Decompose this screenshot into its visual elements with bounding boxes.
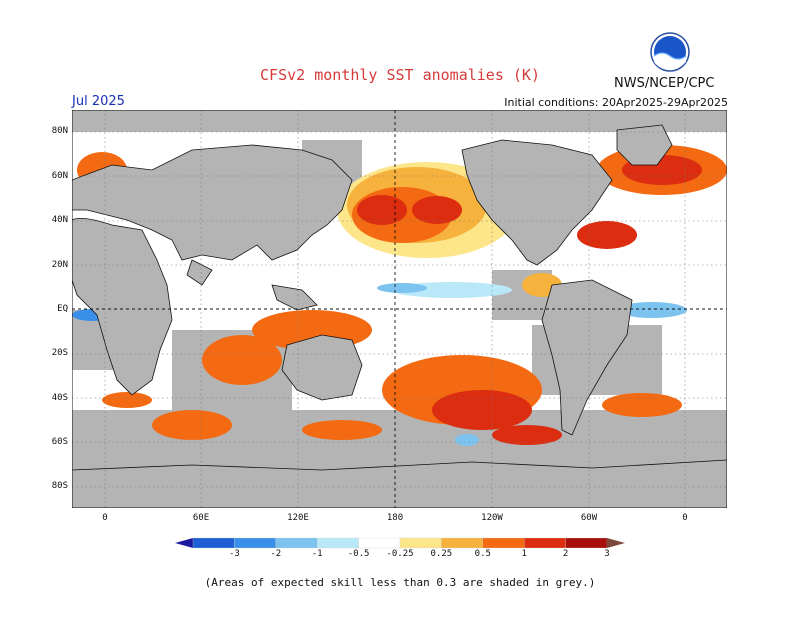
cool-anomalies bbox=[72, 282, 687, 446]
lon-label-60w: 60W bbox=[580, 513, 598, 523]
lat-label-20n: 20N bbox=[51, 260, 68, 270]
initial-conditions-label: Initial conditions: 20Apr2025-29Apr2025 bbox=[504, 96, 728, 109]
colorbar-label: -3 bbox=[228, 549, 240, 559]
lon-label-180: 180 bbox=[386, 513, 404, 523]
colorbar-label: -2 bbox=[270, 549, 282, 559]
colorbar-label: -0.5 bbox=[347, 549, 370, 559]
colorbar-label: -0.25 bbox=[386, 549, 414, 559]
skill-footnote: (Areas of expected skill less than 0.3 a… bbox=[204, 576, 596, 589]
colorbar-label: 0.25 bbox=[430, 549, 453, 559]
sst-anomaly-map bbox=[72, 110, 727, 508]
noaa-logo bbox=[650, 32, 690, 72]
lat-label-60n: 60N bbox=[51, 171, 68, 181]
colorbar-swatch bbox=[275, 537, 318, 549]
equator-dateline bbox=[72, 110, 727, 508]
colorbar-swatch bbox=[358, 537, 401, 549]
lat-label-60s: 60S bbox=[51, 437, 68, 447]
lon-label-0: 0 bbox=[102, 513, 108, 523]
colorbar-label: 3 bbox=[604, 549, 610, 559]
colorbar-swatch bbox=[482, 537, 525, 549]
lon-label-0-east: 0 bbox=[682, 513, 688, 523]
map-title: CFSv2 monthly SST anomalies (K) bbox=[260, 66, 540, 84]
colorbar-label: 1 bbox=[521, 549, 527, 559]
colorbar-swatch bbox=[317, 537, 359, 549]
colorbar-label: 2 bbox=[562, 549, 569, 559]
lat-label-40s: 40S bbox=[51, 393, 68, 403]
colorbar-label: 0.5 bbox=[474, 549, 491, 559]
lat-label-80s: 80S bbox=[51, 481, 68, 491]
lat-label-80n: 80N bbox=[51, 126, 68, 136]
lat-label-eq: EQ bbox=[57, 304, 68, 314]
colorbar-swatch bbox=[441, 537, 483, 549]
lon-label-120w: 120W bbox=[481, 513, 503, 523]
colorbar-max-triangle bbox=[607, 538, 625, 548]
colorbar-min-triangle bbox=[175, 538, 193, 548]
lon-label-120e: 120E bbox=[287, 513, 309, 523]
land bbox=[72, 124, 727, 508]
colorbar-swatch bbox=[565, 537, 608, 549]
colorbar bbox=[175, 537, 625, 549]
colorbar-swatch bbox=[524, 537, 566, 549]
lat-label-20s: 20S bbox=[51, 348, 68, 358]
colorbar-swatch bbox=[399, 537, 442, 549]
lon-label-60e: 60E bbox=[192, 513, 210, 523]
lat-label-40n: 40N bbox=[51, 215, 68, 225]
valid-month-label: Jul 2025 bbox=[72, 94, 125, 109]
colorbar-swatch bbox=[192, 537, 235, 549]
colorbar-label: -1 bbox=[311, 549, 323, 559]
colorbar-swatch bbox=[234, 537, 276, 549]
agency-label: NWS/NCEP/CPC bbox=[614, 76, 715, 91]
